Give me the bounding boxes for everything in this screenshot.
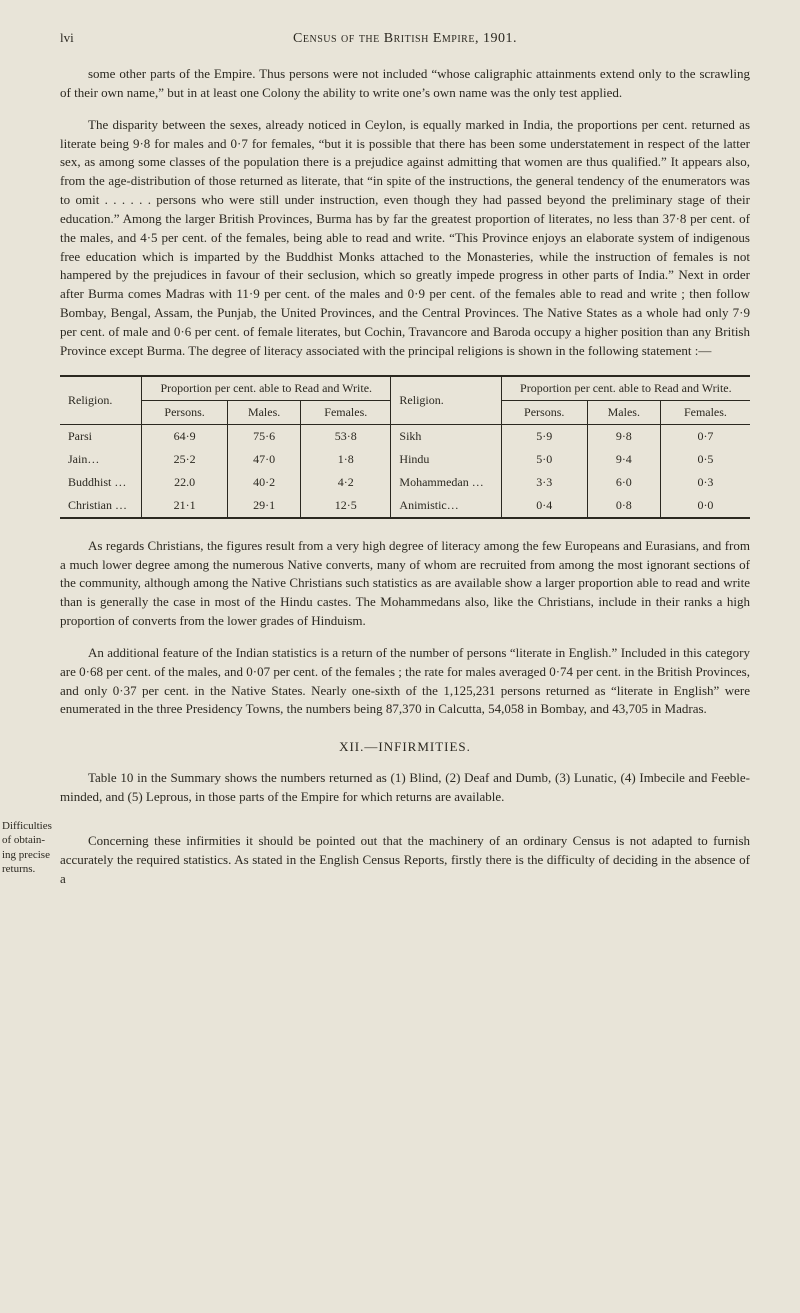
- cell: Hindu: [391, 448, 501, 471]
- col-persons-l: Persons.: [142, 400, 228, 424]
- table-row: Christian … 21·1 29·1 12·5 Animistic… 0·…: [60, 494, 750, 518]
- last-block: Difficulties of obtain- ing precise retu…: [60, 819, 750, 889]
- cell: 4·2: [301, 471, 391, 494]
- table-row: Jain… 25·2 47·0 1·8 Hindu 5·0 9·4 0·5: [60, 448, 750, 471]
- literacy-table: Religion. Proportion per cent. able to R…: [60, 375, 750, 519]
- col-religion-right: Religion.: [391, 376, 501, 425]
- cell: Animistic…: [391, 494, 501, 518]
- cell: Christian …: [60, 494, 142, 518]
- cell: 0·0: [660, 494, 750, 518]
- paragraph-2: The disparity between the sexes, already…: [60, 116, 750, 361]
- marginal-note: Difficulties of obtain- ing precise retu…: [2, 819, 60, 876]
- cell: 21·1: [142, 494, 228, 518]
- table-row: Parsi 64·9 75·6 53·8 Sikh 5·9 9·8 0·7: [60, 424, 750, 448]
- cell: Parsi: [60, 424, 142, 448]
- cell: Buddhist …: [60, 471, 142, 494]
- cell: 6·0: [587, 471, 660, 494]
- cell: 1·8: [301, 448, 391, 471]
- cell: 47·0: [228, 448, 301, 471]
- page: lvi Census of the British Empire, 1901. …: [0, 0, 800, 928]
- cell: 25·2: [142, 448, 228, 471]
- cell: 0·3: [660, 471, 750, 494]
- cell: 3·3: [501, 471, 587, 494]
- header-title: Census of the British Empire, 1901.: [120, 31, 690, 47]
- cell: Jain…: [60, 448, 142, 471]
- cell: 53·8: [301, 424, 391, 448]
- cell: 0·4: [501, 494, 587, 518]
- paragraph-3: As regards Christians, the figures resul…: [60, 537, 750, 631]
- col-females-l: Females.: [301, 400, 391, 424]
- page-number: lvi: [60, 30, 120, 46]
- cell: Mohammedan …: [391, 471, 501, 494]
- cell: 0·8: [587, 494, 660, 518]
- cell: 0·7: [660, 424, 750, 448]
- col-males-l: Males.: [228, 400, 301, 424]
- cell: 22.0: [142, 471, 228, 494]
- marginal-wrap: Difficulties of obtain- ing precise retu…: [2, 819, 60, 876]
- paragraph-6: Concerning these infirmities it should b…: [60, 832, 750, 889]
- section-heading: XII.—INFIRMITIES.: [60, 739, 750, 755]
- running-header: lvi Census of the British Empire, 1901.: [60, 30, 750, 47]
- paragraph-4: An additional feature of the Indian stat…: [60, 644, 750, 719]
- cell: 0·5: [660, 448, 750, 471]
- cell: 40·2: [228, 471, 301, 494]
- paragraph-1: some other parts of the Empire. Thus per…: [60, 65, 750, 103]
- col-males-r: Males.: [587, 400, 660, 424]
- paragraph-5: Table 10 in the Summary shows the number…: [60, 769, 750, 807]
- cell: 9·4: [587, 448, 660, 471]
- cell: 12·5: [301, 494, 391, 518]
- col-females-r: Females.: [660, 400, 750, 424]
- cell: 5·9: [501, 424, 587, 448]
- cell: 29·1: [228, 494, 301, 518]
- cell: 5·0: [501, 448, 587, 471]
- col-persons-r: Persons.: [501, 400, 587, 424]
- col-religion-left: Religion.: [60, 376, 142, 425]
- col-group-right: Proportion per cent. able to Read and Wr…: [501, 376, 750, 401]
- col-group-left: Proportion per cent. able to Read and Wr…: [142, 376, 391, 401]
- last-body: Concerning these infirmities it should b…: [60, 819, 750, 889]
- cell: 75·6: [228, 424, 301, 448]
- cell: Sikh: [391, 424, 501, 448]
- cell: 64·9: [142, 424, 228, 448]
- table-row: Buddhist … 22.0 40·2 4·2 Mohammedan … 3·…: [60, 471, 750, 494]
- cell: 9·8: [587, 424, 660, 448]
